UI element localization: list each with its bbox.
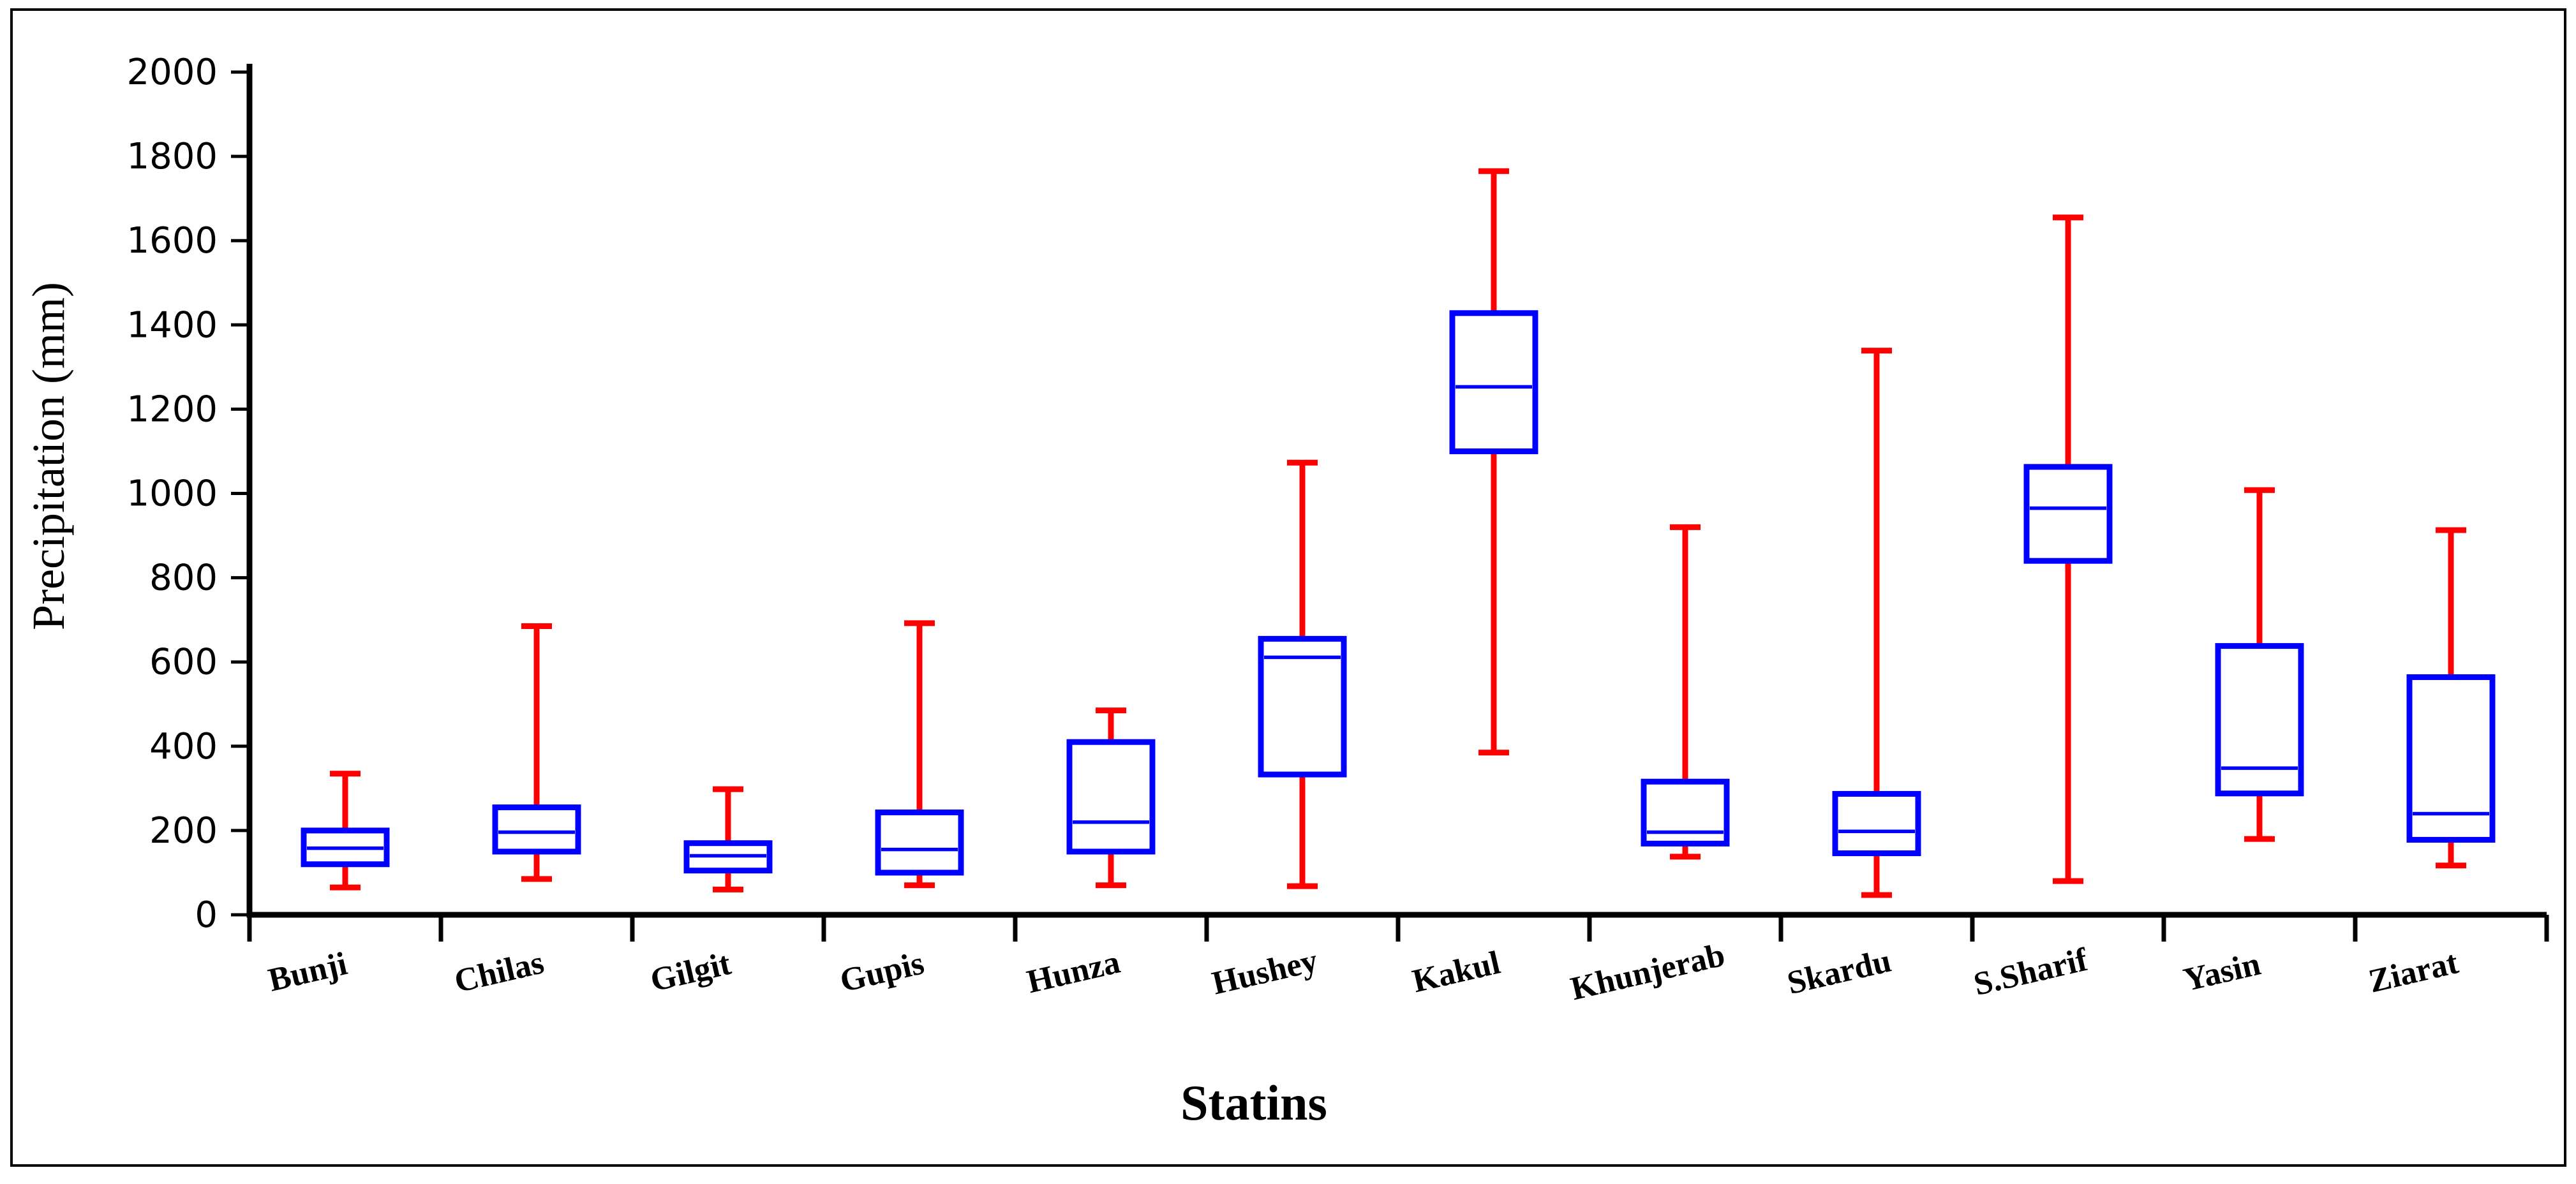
y-tick-label: 600: [149, 642, 218, 683]
y-tick-label: 1800: [126, 136, 218, 177]
x-axis-title: Statins: [1180, 1075, 1327, 1130]
box-ssharif: [2023, 214, 2113, 884]
iqr-box: [1066, 739, 1156, 855]
x-category-label-gupis: Gupis: [837, 945, 927, 999]
x-category-label-ssharif: S.Sharif: [1970, 942, 2091, 1003]
iqr-box: [2023, 464, 2113, 564]
iqr-box: [1449, 310, 1538, 454]
x-category-label-hushey: Hushey: [1209, 942, 1321, 1002]
x-category-label-kakul: Kakul: [1409, 945, 1503, 1000]
box-khunjerab: [1641, 524, 1730, 860]
y-tick-label: 1600: [126, 220, 218, 262]
box-gilgit: [683, 786, 773, 892]
figure-border: [10, 8, 2566, 1167]
x-category-label-skardu: Skardu: [1784, 943, 1895, 1002]
box-skardu: [1832, 348, 1921, 898]
x-category-label-gilgit: Gilgit: [647, 945, 734, 999]
iqr-box: [1832, 790, 1921, 857]
box-yasin: [2215, 487, 2304, 842]
iqr-box: [1641, 778, 1730, 847]
y-tick-label: 1000: [126, 473, 218, 515]
y-axis-title: Precipitation (mm): [23, 282, 74, 630]
x-category-label-ziarat: Ziarat: [2365, 944, 2462, 1000]
axes-layer: [231, 64, 2549, 942]
box-kakul: [1449, 168, 1538, 756]
x-category-label-yasin: Yasin: [2180, 945, 2264, 998]
x-category-label-chilas: Chilas: [451, 944, 547, 1000]
y-tick-label: 0: [195, 894, 218, 936]
y-tick-label: 400: [149, 726, 218, 767]
y-tick-label: 1400: [126, 304, 218, 346]
boxes-layer: [301, 168, 2496, 898]
x-category-label-khunjerab: Khunjerab: [1567, 937, 1728, 1008]
iqr-box: [1258, 635, 1347, 778]
y-tick-label: 800: [149, 558, 218, 599]
box-gupis: [875, 620, 964, 889]
y-tick-label: 200: [149, 810, 218, 852]
box-hunza: [1066, 707, 1156, 889]
box-hushey: [1258, 459, 1347, 889]
iqr-box: [2215, 643, 2304, 797]
y-tick-label: 1200: [126, 389, 218, 430]
iqr-box: [875, 809, 964, 876]
x-category-label-hunza: Hunza: [1024, 944, 1123, 1001]
box-bunji: [301, 771, 390, 891]
box-ziarat: [2406, 527, 2496, 869]
iqr-box: [492, 804, 581, 855]
box-chilas: [492, 623, 581, 882]
x-category-label-bunji: Bunji: [265, 945, 350, 998]
y-tick-label: 2000: [126, 52, 218, 93]
